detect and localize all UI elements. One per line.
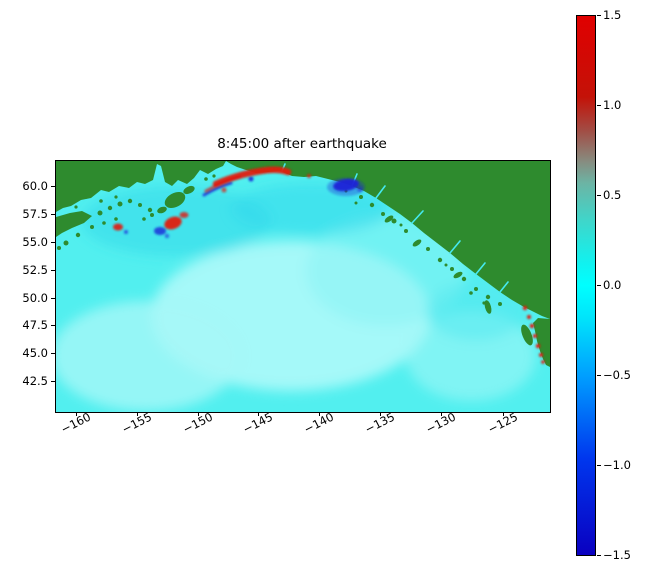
- x-tick-label: −160: [44, 410, 108, 437]
- colorbar-tick-label: −1.5: [603, 548, 631, 562]
- colorbar-tick-label: 1.0: [603, 98, 622, 112]
- y-tick: [51, 186, 55, 187]
- colorbar-tick: [597, 555, 601, 556]
- colorbar-tick: [597, 375, 601, 376]
- x-tick-label-text: −130: [423, 409, 459, 437]
- x-tick-label: −145: [226, 410, 290, 437]
- x-tick: [441, 412, 442, 416]
- x-tick-label: −130: [409, 410, 473, 437]
- y-tick-label: 57.5: [22, 207, 48, 221]
- x-tick: [258, 412, 259, 416]
- x-tick-label: −155: [105, 410, 169, 437]
- colorbar-tick: [597, 15, 601, 16]
- y-tick: [51, 353, 55, 354]
- x-tick: [76, 412, 77, 416]
- y-tick: [51, 381, 55, 382]
- colorbar-tick-label: 0.5: [603, 188, 622, 202]
- y-tick: [51, 242, 55, 243]
- y-tick-label: 50.0: [22, 291, 48, 305]
- x-tick-label-text: −140: [301, 409, 337, 437]
- y-tick: [51, 325, 55, 326]
- wave-trough-patches: [124, 176, 365, 239]
- wave-crest-patches: [113, 166, 545, 364]
- colorbar-gradient: [576, 15, 596, 556]
- colorbar-tick-label: −0.5: [603, 368, 631, 382]
- y-tick-label: 45.0: [22, 346, 48, 360]
- ocean-shading: [56, 183, 536, 411]
- x-tick-label: −140: [287, 410, 351, 437]
- y-tick-label: 47.5: [22, 318, 48, 332]
- y-tick: [51, 298, 55, 299]
- colorbar-tick-label: 0.0: [603, 278, 622, 292]
- land-mass: [56, 161, 550, 367]
- x-tick: [319, 412, 320, 416]
- colorbar-tick: [597, 285, 601, 286]
- y-tick-label: 42.5: [22, 374, 48, 388]
- y-tick-label: 52.5: [22, 263, 48, 277]
- colorbar-tick: [597, 465, 601, 466]
- y-tick-label: 55.0: [22, 235, 48, 249]
- x-tick-label-text: −155: [119, 409, 155, 437]
- map-heatmap: [56, 161, 550, 412]
- x-tick: [137, 412, 138, 416]
- x-tick-label-text: −160: [58, 409, 94, 437]
- fjord-inlets: [281, 163, 509, 293]
- x-tick-label-text: −125: [485, 409, 521, 437]
- y-tick: [51, 270, 55, 271]
- map-axes: [55, 160, 551, 413]
- x-tick: [503, 412, 504, 416]
- x-tick-label: −135: [348, 410, 412, 437]
- x-tick-label: −125: [471, 410, 535, 437]
- colorbar-tick-label: 1.5: [603, 8, 622, 22]
- colorbar-tick-label: −1.0: [603, 458, 631, 472]
- colorbar-tick: [597, 105, 601, 106]
- x-tick-label-text: −135: [362, 409, 398, 437]
- y-tick-label: 60.0: [22, 179, 48, 193]
- x-tick-label-text: −150: [180, 409, 216, 437]
- plot-title: 8:45:00 after earthquake: [217, 136, 387, 152]
- y-tick: [51, 214, 55, 215]
- x-tick-label: −150: [166, 410, 230, 437]
- x-tick: [198, 412, 199, 416]
- colorbar-tick: [597, 195, 601, 196]
- coastal-islands: [57, 174, 502, 306]
- x-tick-label-text: −145: [240, 409, 276, 437]
- x-tick: [380, 412, 381, 416]
